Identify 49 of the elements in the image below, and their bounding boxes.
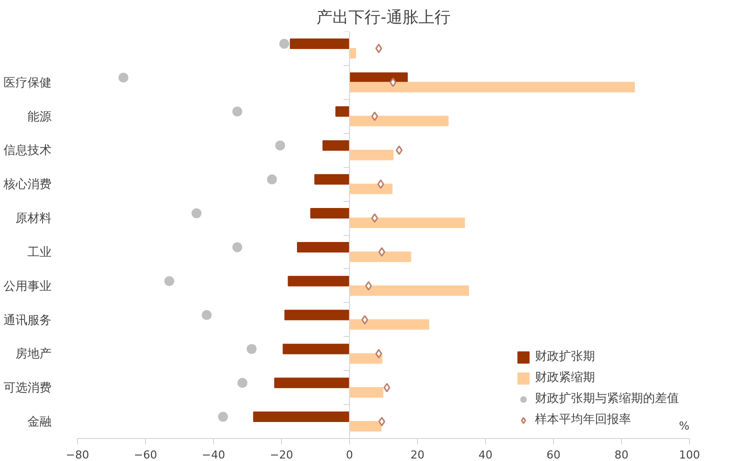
bar — [349, 116, 449, 126]
x-tick-label: −20 — [270, 448, 294, 461]
y-tick-label: 原材料 — [16, 211, 52, 226]
bar — [290, 38, 350, 49]
x-tick-label: 100 — [679, 448, 700, 461]
bar — [349, 285, 469, 296]
y-tick-label: 金融 — [28, 414, 52, 429]
y-tick-label: 医疗保健 — [4, 75, 52, 90]
bar — [282, 344, 350, 354]
bar — [349, 150, 394, 160]
x-tick-label: −60 — [134, 448, 158, 461]
x-tick-label: 0 — [346, 448, 353, 461]
legend-label: 财政扩张期 — [535, 348, 595, 365]
y-tick-label: 信息技术 — [4, 143, 52, 158]
bar — [284, 310, 350, 320]
x-tick-label: −40 — [202, 448, 226, 461]
chart-title: 产出下行-通胀上行 — [316, 8, 450, 26]
y-tick-label: 工业 — [28, 244, 52, 259]
bar — [349, 353, 382, 364]
x-tick-label: 80 — [614, 448, 628, 461]
bar — [349, 421, 382, 432]
x-tick-label: 60 — [546, 448, 560, 461]
bar — [253, 412, 350, 422]
legend-label: 样本平均年回报率 — [535, 411, 631, 428]
bar — [349, 387, 384, 398]
bar — [314, 174, 350, 185]
legend-label: 财政扩张期与紧缩期的差值 — [535, 390, 679, 407]
y-tick-label: 通讯服务 — [4, 312, 52, 327]
bar — [349, 218, 465, 228]
bar — [274, 378, 350, 388]
y-tick-label: 房地产 — [16, 346, 52, 361]
x-tick-label: −80 — [66, 448, 90, 461]
y-tick-label: 核心消费 — [2, 177, 52, 192]
bar — [296, 242, 350, 252]
y-tick-label: 能源 — [28, 109, 52, 124]
y-tick-label: 公用事业 — [4, 278, 52, 293]
bar — [322, 140, 350, 151]
bar — [349, 319, 430, 330]
bar — [310, 208, 350, 219]
x-tick-label: 40 — [478, 448, 492, 461]
legend-label: 财政紧缩期 — [535, 369, 595, 386]
bar — [349, 251, 412, 262]
x-axis-title: % — [679, 420, 690, 432]
x-tick-label: 20 — [410, 448, 424, 461]
bar — [288, 276, 350, 286]
y-tick-label: 可选消费 — [4, 380, 52, 395]
bar — [335, 106, 350, 117]
bar — [349, 82, 635, 92]
bar — [349, 184, 392, 194]
